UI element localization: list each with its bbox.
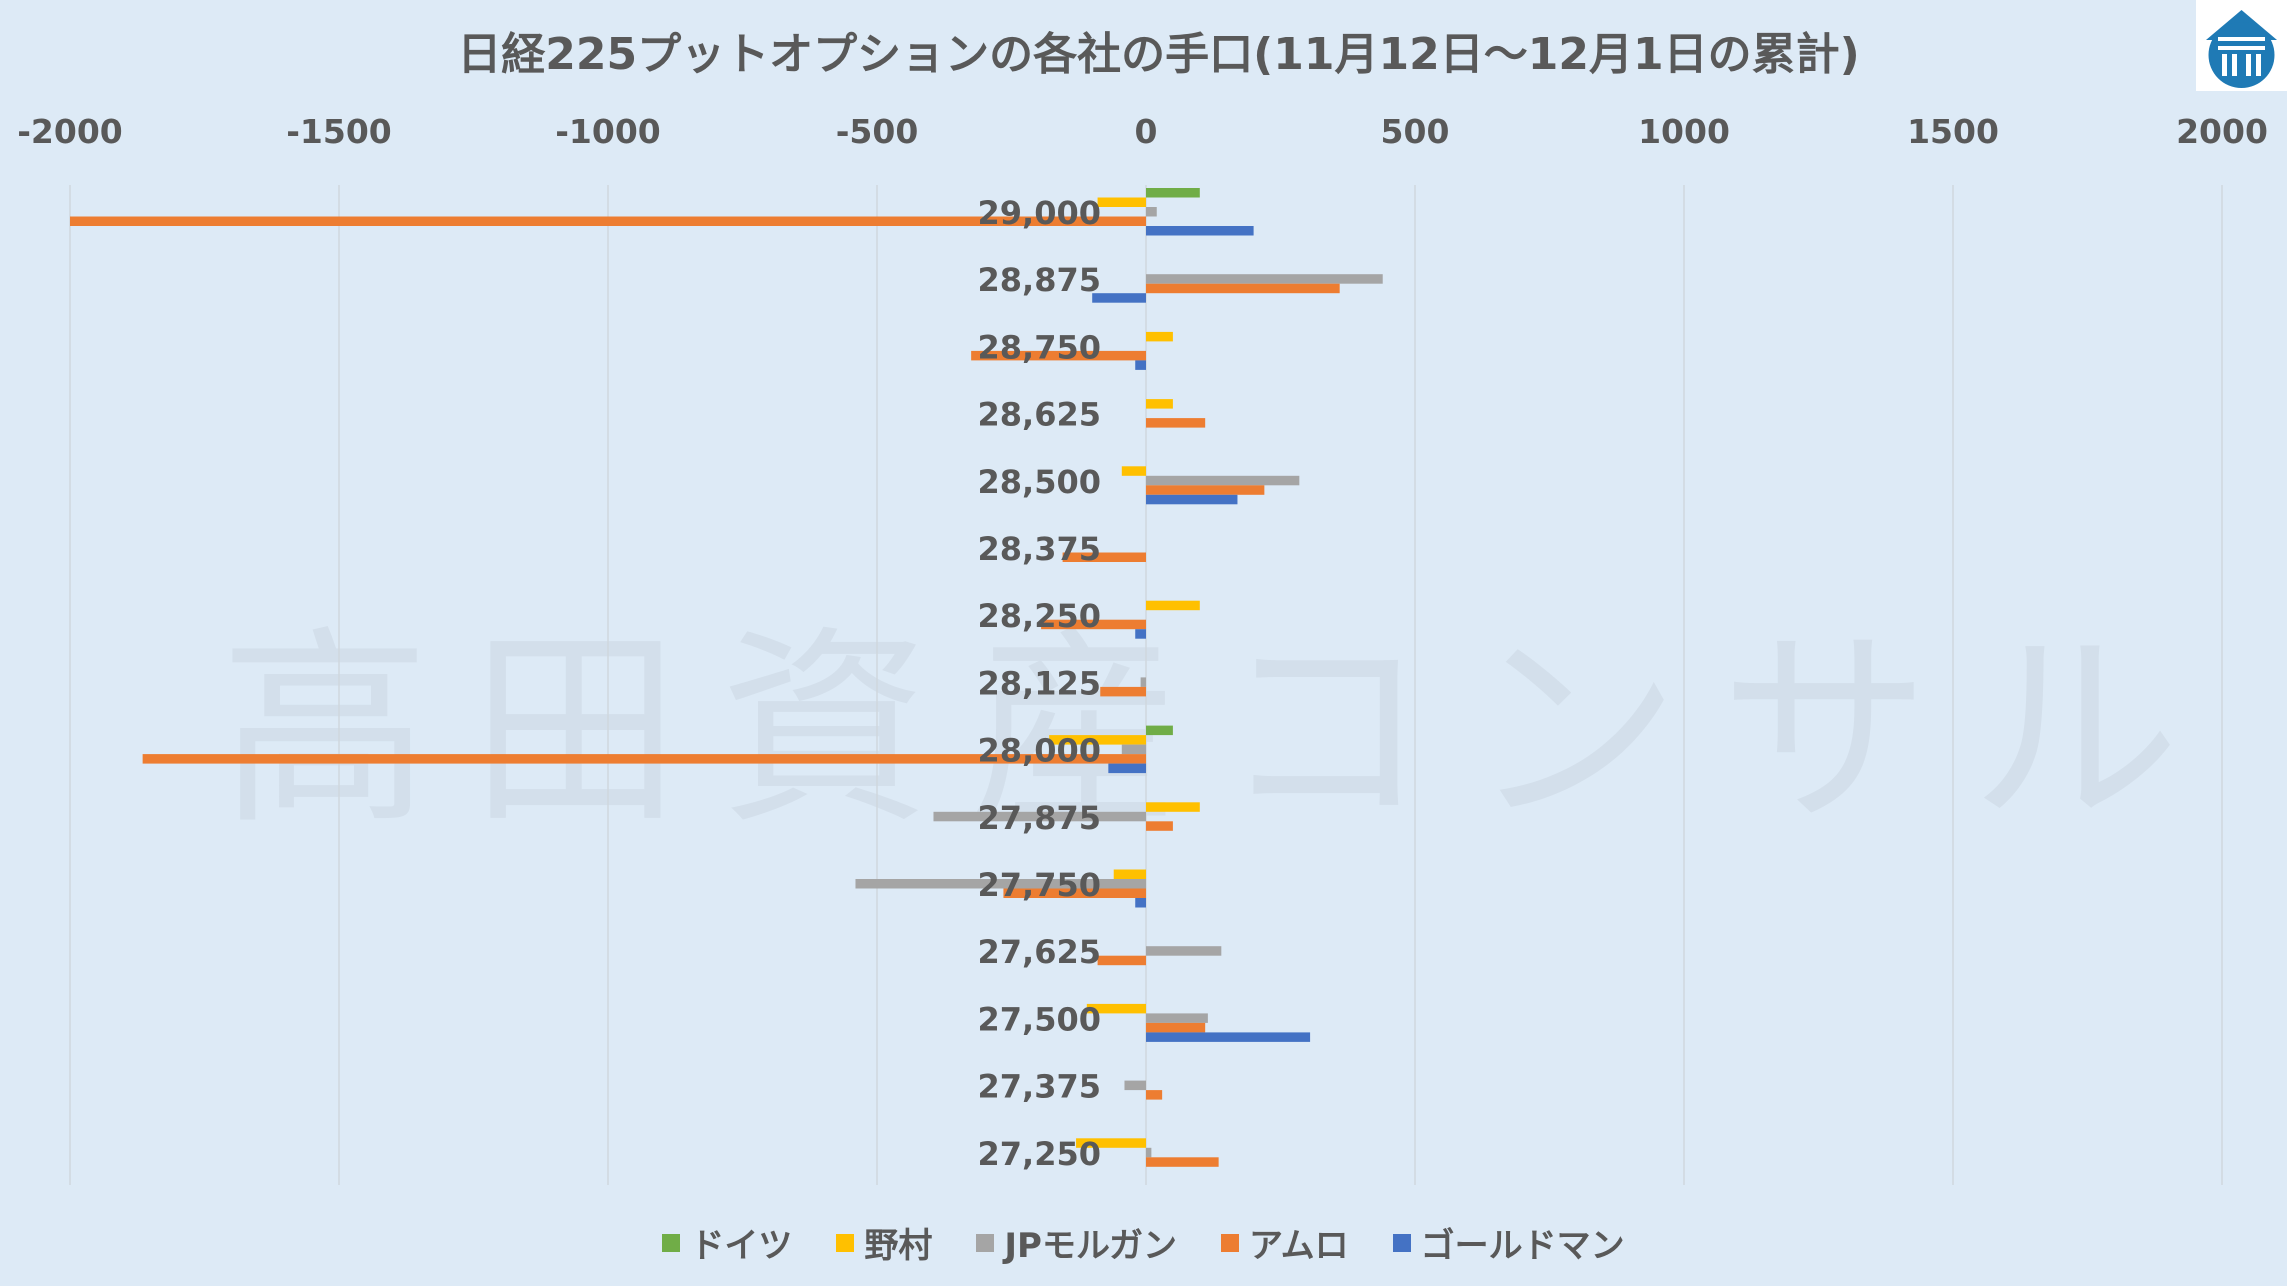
bar-ゴールドマン-28,250	[1135, 629, 1146, 639]
category-label: 28,125	[978, 664, 1101, 702]
bar-アムロ-28,625	[1146, 418, 1206, 428]
bar-アムロ-28,000	[142, 754, 1146, 764]
x-tick-label: -500	[836, 112, 919, 151]
bar-JPモルガン-27,875	[933, 811, 1146, 822]
bar-JPモルガン-27,250	[1146, 1147, 1152, 1158]
bar-ゴールドマン-28,000	[1108, 763, 1146, 774]
chart-title: 日経225プットオプションの各社の手口(11月12日～12月1日の累計)	[457, 29, 1860, 80]
bar-野村-28,750	[1146, 331, 1173, 342]
bar-ゴールドマン-29,000	[1146, 226, 1254, 236]
legend-swatch	[1220, 1233, 1239, 1252]
bar-野村-28,500	[1121, 466, 1146, 476]
x-tick-label: -1500	[286, 112, 392, 151]
category-label: 28,875	[978, 261, 1101, 299]
bar-JPモルガン-28,500	[1146, 475, 1300, 486]
legend-label: ドイツ	[690, 1226, 793, 1266]
category-label: 28,500	[978, 463, 1101, 501]
x-tick-label: 1000	[1638, 112, 1730, 151]
bar-JPモルガン-29,000	[1146, 207, 1157, 217]
bar-JPモルガン-28,125	[1140, 677, 1146, 687]
bar-アムロ-27,250	[1146, 1157, 1219, 1167]
watermark: 高田資産コンサル	[220, 560, 2220, 864]
x-tick-label: 1500	[1907, 112, 1999, 151]
bar-アムロ-28,875	[1146, 283, 1340, 294]
category-label: 27,625	[978, 933, 1101, 971]
x-tick-label: -2000	[17, 112, 123, 151]
bar-アムロ-28,250	[1041, 619, 1146, 630]
bar-野村-28,000	[1049, 735, 1146, 745]
bar-アムロ-29,000	[70, 216, 1146, 226]
bar-JPモルガン-27,500	[1146, 1013, 1208, 1023]
bar-ゴールドマン-28,500	[1146, 494, 1238, 505]
bar-野村-28,250	[1146, 600, 1200, 611]
legend-item: 野村	[836, 1218, 932, 1267]
legend-label: ゴールドマン	[1420, 1226, 1625, 1266]
bar-アムロ-28,125	[1100, 686, 1146, 697]
bar-JPモルガン-27,375	[1124, 1080, 1146, 1091]
legend-swatch	[1392, 1233, 1411, 1252]
bar-JPモルガン-27,625	[1146, 946, 1222, 956]
category-label: 27,375	[978, 1068, 1101, 1106]
x-tick-label: -1000	[555, 112, 661, 151]
bar-JPモルガン-27,750	[855, 879, 1146, 889]
category-label: 28,750	[978, 328, 1101, 366]
legend-item: JPモルガン	[976, 1218, 1177, 1267]
bar-野村-27,500	[1086, 1003, 1146, 1014]
legend-swatch	[836, 1233, 855, 1252]
legend-label: 野村	[864, 1226, 933, 1266]
bar-アムロ-27,625	[1097, 955, 1146, 966]
legend-swatch	[662, 1233, 681, 1252]
bar-アムロ-27,500	[1146, 1022, 1206, 1033]
category-label: 27,250	[978, 1135, 1101, 1173]
category-label: 27,500	[978, 1000, 1101, 1038]
legend-item: アムロ	[1220, 1218, 1349, 1267]
bar-ドイツ-29,000	[1146, 188, 1200, 198]
legend-label: アムロ	[1248, 1226, 1349, 1266]
bar-野村-28,625	[1146, 399, 1173, 409]
bar-ゴールドマン-27,500	[1146, 1032, 1311, 1042]
bar-JPモルガン-28,000	[1121, 744, 1146, 755]
bar-JPモルガン-28,875	[1146, 274, 1383, 284]
bar-アムロ-28,375	[1062, 552, 1146, 562]
category-label: 29,000	[978, 194, 1101, 232]
legend-item: ドイツ	[662, 1218, 792, 1267]
category-label: 28,625	[978, 396, 1101, 434]
bar-アムロ-28,750	[971, 350, 1146, 361]
bar-ゴールドマン-28,875	[1092, 293, 1146, 303]
bar-アムロ-28,500	[1146, 485, 1265, 495]
bar-野村-27,750	[1113, 869, 1146, 879]
category-label: 27,750	[978, 866, 1101, 904]
x-tick-label: 500	[1381, 112, 1450, 151]
category-label: 28,000	[978, 732, 1101, 770]
legend-label: JPモルガン	[1004, 1226, 1177, 1266]
legend-swatch	[976, 1233, 995, 1252]
bar-野村-27,875	[1146, 802, 1200, 812]
x-tick-label: 0	[1135, 112, 1158, 151]
legend: ドイツ 野村 JPモルガン アムロ ゴールドマン	[0, 1218, 2287, 1267]
category-label: 27,875	[978, 799, 1101, 837]
legend-item: ゴールドマン	[1392, 1218, 1625, 1267]
bar-ドイツ-28,000	[1146, 725, 1173, 736]
bar-アムロ-27,375	[1146, 1090, 1163, 1100]
bar-ゴールドマン-27,750	[1135, 898, 1146, 908]
bar-ゴールドマン-28,750	[1135, 360, 1146, 370]
category-label: 28,250	[978, 597, 1101, 635]
category-label: 28,375	[978, 530, 1101, 568]
x-tick-label: 2000	[2176, 112, 2268, 151]
bar-アムロ-27,750	[1003, 888, 1146, 898]
bar-野村-27,250	[1076, 1138, 1146, 1148]
bar-アムロ-27,875	[1146, 821, 1173, 831]
bar-野村-29,000	[1097, 197, 1146, 207]
logo-icon	[2196, 0, 2287, 91]
